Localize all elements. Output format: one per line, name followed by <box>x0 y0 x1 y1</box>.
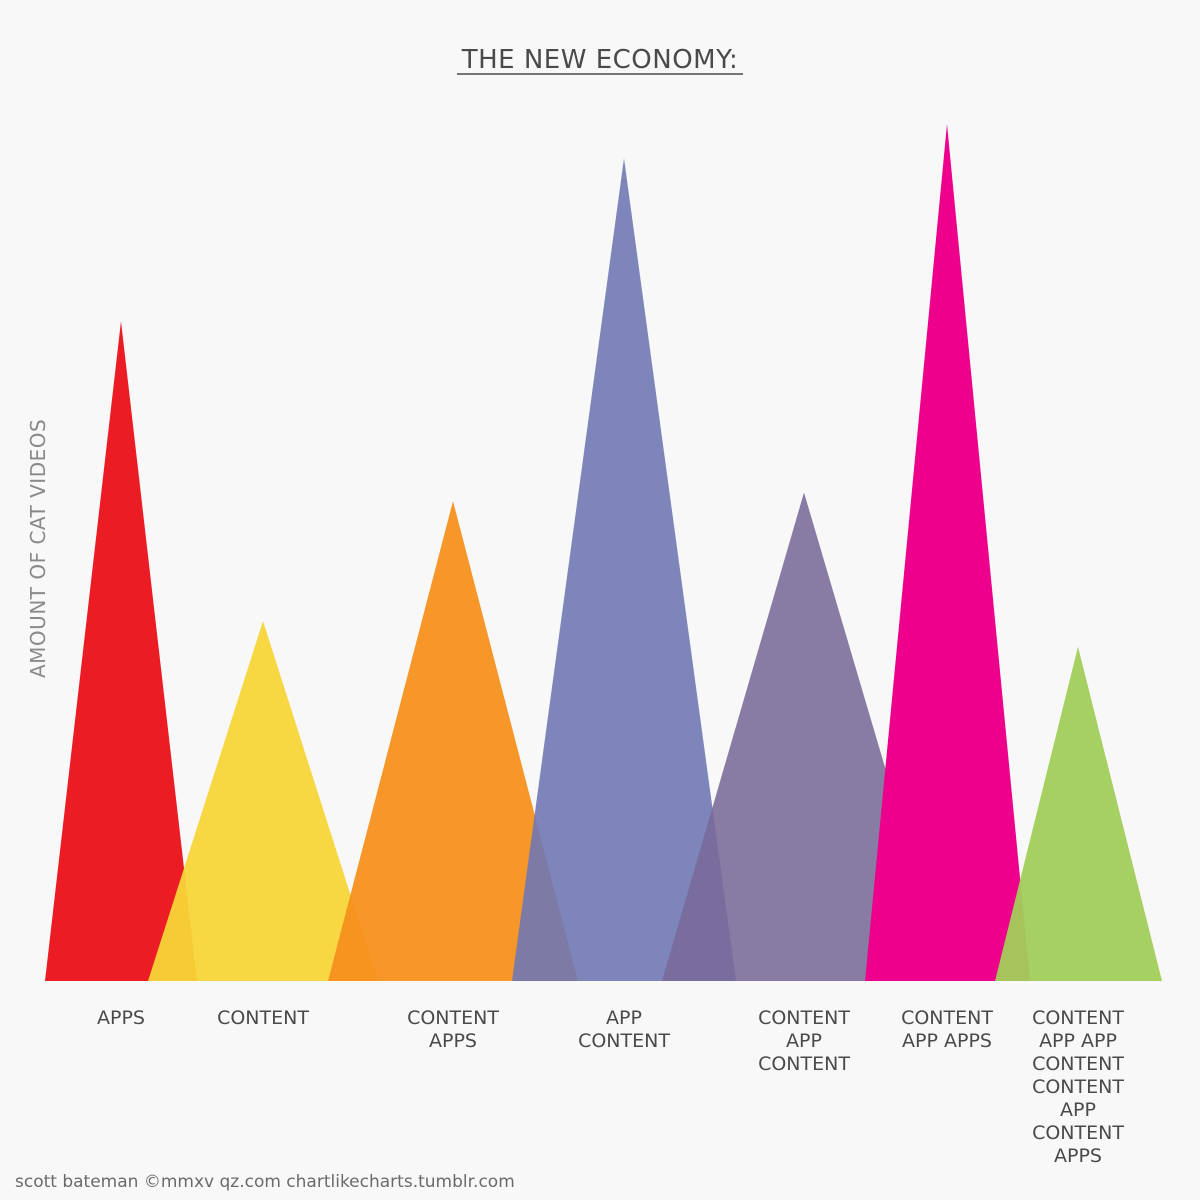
category-label-2: CONTENT <box>217 1007 309 1029</box>
category-label-5: CONTENT APP CONTENT <box>758 1007 850 1075</box>
y-axis-label: AMOUNT OF CAT VIDEOS <box>26 419 50 678</box>
peak-2 <box>148 621 378 981</box>
peak-5 <box>662 492 948 981</box>
category-label-4: APP CONTENT <box>578 1007 670 1052</box>
category-labels-group: APPS CONTENT CONTENT APPS APP CONTENT CONTENT A… <box>97 1007 1124 1167</box>
chart-title: THE NEW ECONOMY: <box>461 45 739 75</box>
credit-line: scott bateman ©mmxv qz.com chartlikechar… <box>15 1172 515 1192</box>
peak-7 <box>995 646 1162 981</box>
peaks-group <box>45 124 1162 981</box>
peak-6 <box>865 124 1030 981</box>
category-label-1: APPS <box>97 1007 145 1029</box>
category-label-6: CONTENT APP APPS <box>901 1007 993 1052</box>
category-label-7: CONTENT APP APP CONTENT CONTENT APP CONTENT AP… <box>1032 1007 1124 1167</box>
peak-1 <box>45 321 197 981</box>
peak-4 <box>512 158 736 981</box>
category-label-3: CONTENT APPS <box>407 1007 499 1052</box>
peak-3 <box>328 501 578 981</box>
